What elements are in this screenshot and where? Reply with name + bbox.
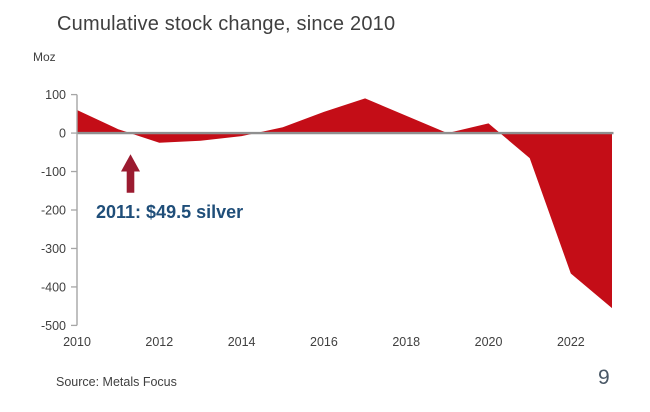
y-tick-label: 0 (59, 127, 66, 141)
x-tick-label: 2018 (392, 335, 420, 349)
annotation-label: 2011: $49.5 silver (96, 202, 244, 222)
y-tick-label: -200 (41, 204, 66, 218)
x-tick-label: 2016 (310, 335, 338, 349)
y-tick-label: -400 (41, 280, 66, 294)
source-label: Source: Metals Focus (56, 375, 177, 389)
x-tick-label: 2014 (228, 335, 256, 349)
y-tick-label: -100 (41, 165, 66, 179)
chart-title: Cumulative stock change, since 2010 (57, 13, 396, 35)
x-tick-label: 2012 (145, 335, 173, 349)
y-axis-unit-label: Moz (33, 50, 56, 64)
annotation-arrow-icon (121, 154, 140, 193)
x-tick-label: 2010 (63, 335, 91, 349)
page-number: 9 (598, 366, 610, 389)
y-tick-label: -500 (41, 319, 66, 333)
y-tick-label: -300 (41, 242, 66, 256)
x-tick-label: 2020 (475, 335, 503, 349)
y-tick-label: 100 (45, 88, 66, 102)
x-tick-label: 2022 (557, 335, 585, 349)
